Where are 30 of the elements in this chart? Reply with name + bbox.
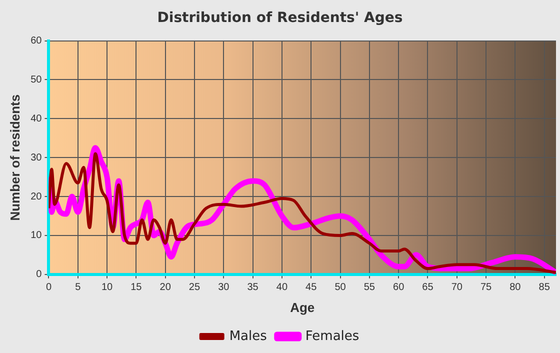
legend-label: Males <box>229 328 268 344</box>
x-tick-label: 80 <box>510 282 522 294</box>
x-tick-label: 60 <box>393 282 405 294</box>
y-tick-label: 10 <box>30 230 42 242</box>
x-tick-label: 45 <box>306 282 318 294</box>
y-tick-label: 0 <box>36 269 42 280</box>
x-tick-label: 35 <box>247 282 259 294</box>
x-tick-label: 50 <box>334 282 346 294</box>
y-tick-label: 30 <box>30 152 42 164</box>
x-tick-label: 15 <box>130 282 142 294</box>
x-tick-label: 30 <box>218 282 230 294</box>
y-axis-title: Number of residents <box>7 94 22 221</box>
x-tick-label: 25 <box>188 282 200 294</box>
y-tick-label: 40 <box>30 113 42 124</box>
x-tick-label: 5 <box>75 282 82 294</box>
x-tick-label: 10 <box>101 282 114 294</box>
x-tick-label: 40 <box>276 282 288 294</box>
x-tick-label: 70 <box>451 282 463 294</box>
legend-label: Females <box>305 328 360 344</box>
x-tick-label: 20 <box>160 282 172 294</box>
y-tick-label: 60 <box>30 36 42 47</box>
y-tick-label: 50 <box>30 74 42 86</box>
x-tick-label: 85 <box>538 282 550 294</box>
x-tick-label: 65 <box>422 282 434 294</box>
x-tick-label: 75 <box>480 282 492 294</box>
x-tick-label: 55 <box>364 282 376 294</box>
chart-title: Distribution of Residents' Ages <box>157 10 403 26</box>
x-tick-label: 0 <box>46 282 52 294</box>
x-axis-title: Age <box>290 300 315 315</box>
y-tick-label: 20 <box>30 191 42 202</box>
